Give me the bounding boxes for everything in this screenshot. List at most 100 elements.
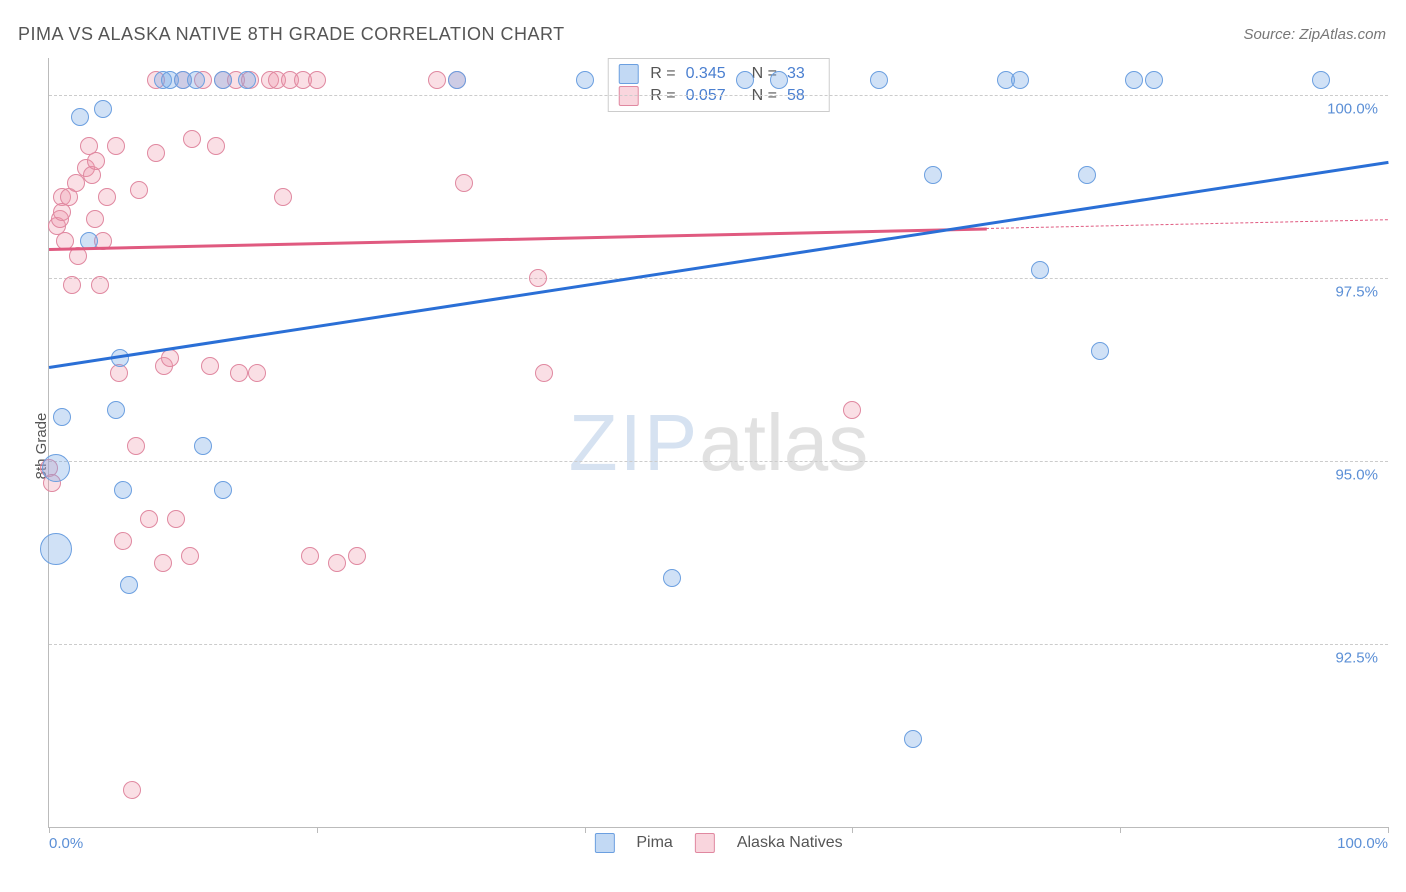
pima-trendline	[49, 161, 1388, 369]
pima-point	[1145, 71, 1163, 89]
alaska-point	[207, 137, 225, 155]
pima-point	[736, 71, 754, 89]
alaska-point	[301, 547, 319, 565]
alaska-point	[230, 364, 248, 382]
pima-point	[1011, 71, 1029, 89]
y-tick-label: 100.0%	[1327, 100, 1378, 117]
pima-point	[53, 408, 71, 426]
legend-alaska-swatch-icon	[695, 833, 715, 853]
alaska-point	[63, 276, 81, 294]
legend: Pima Alaska Natives	[594, 833, 842, 853]
alaska-r-value: 0.057	[686, 87, 726, 105]
alaska-point	[183, 130, 201, 148]
y-tick-label: 95.0%	[1335, 466, 1378, 483]
alaska-point	[167, 510, 185, 528]
y-tick-label: 92.5%	[1335, 649, 1378, 666]
alaska-point	[86, 210, 104, 228]
legend-alaska-label: Alaska Natives	[737, 834, 843, 852]
alaska-point	[98, 188, 116, 206]
watermark-zip: ZIP	[569, 398, 699, 487]
alaska-point	[140, 510, 158, 528]
alaska-point	[328, 554, 346, 572]
pima-point	[924, 166, 942, 184]
r-label: R =	[650, 65, 675, 83]
pima-point	[576, 71, 594, 89]
alaska-n-value: 58	[787, 87, 805, 105]
alaska-point	[428, 71, 446, 89]
alaska-point	[529, 269, 547, 287]
alaska-point	[455, 174, 473, 192]
x-tick	[1120, 827, 1121, 833]
alaska-point	[114, 532, 132, 550]
pima-n-value: 33	[787, 65, 805, 83]
pima-point	[870, 71, 888, 89]
x-tick	[317, 827, 318, 833]
pima-point	[107, 401, 125, 419]
alaska-trendline-extrapolated	[986, 219, 1388, 229]
alaska-point	[161, 349, 179, 367]
alaska-point	[181, 547, 199, 565]
pima-point	[448, 71, 466, 89]
x-tick-label: 0.0%	[49, 835, 83, 852]
pima-point	[214, 481, 232, 499]
stat-row-pima: R = 0.345 N = 33	[618, 63, 819, 85]
pima-point	[1031, 261, 1049, 279]
alaska-point	[201, 357, 219, 375]
alaska-point	[535, 364, 553, 382]
alaska-swatch-icon	[618, 86, 638, 106]
pima-point	[42, 454, 70, 482]
chart-title: PIMA VS ALASKA NATIVE 8TH GRADE CORRELAT…	[18, 24, 565, 45]
pima-point	[904, 730, 922, 748]
gridline	[49, 644, 1388, 645]
pima-point	[238, 71, 256, 89]
x-tick	[852, 827, 853, 833]
alaska-point	[91, 276, 109, 294]
alaska-point	[130, 181, 148, 199]
watermark: ZIPatlas	[569, 397, 868, 489]
alaska-point	[123, 781, 141, 799]
gridline	[49, 95, 1388, 96]
pima-point	[663, 569, 681, 587]
alaska-point	[248, 364, 266, 382]
legend-pima-swatch-icon	[594, 833, 614, 853]
alaska-trendline	[49, 228, 986, 251]
pima-point	[94, 100, 112, 118]
pima-point	[114, 481, 132, 499]
pima-point	[1125, 71, 1143, 89]
alaska-point	[147, 144, 165, 162]
alaska-point	[348, 547, 366, 565]
x-tick-label: 100.0%	[1337, 835, 1388, 852]
pima-point	[187, 71, 205, 89]
correlation-stats-box: R = 0.345 N = 33 R = 0.057 N = 58	[607, 58, 830, 112]
y-tick-label: 97.5%	[1335, 283, 1378, 300]
pima-point	[1312, 71, 1330, 89]
alaska-point	[87, 152, 105, 170]
pima-r-value: 0.345	[686, 65, 726, 83]
alaska-point	[843, 401, 861, 419]
pima-point	[71, 108, 89, 126]
alaska-point	[127, 437, 145, 455]
pima-point	[120, 576, 138, 594]
pima-point	[194, 437, 212, 455]
pima-point	[770, 71, 788, 89]
pima-point	[40, 533, 72, 565]
alaska-point	[154, 554, 172, 572]
source-label: Source: ZipAtlas.com	[1243, 26, 1386, 43]
x-tick	[585, 827, 586, 833]
gridline	[49, 461, 1388, 462]
pima-point	[1078, 166, 1096, 184]
r-label: R =	[650, 87, 675, 105]
pima-point	[214, 71, 232, 89]
x-tick	[1388, 827, 1389, 833]
alaska-point	[308, 71, 326, 89]
pima-swatch-icon	[618, 64, 638, 84]
alaska-point	[107, 137, 125, 155]
alaska-point	[274, 188, 292, 206]
scatter-plot: ZIPatlas R = 0.345 N = 33 R = 0.057 N = …	[48, 58, 1388, 828]
n-label: N =	[752, 87, 777, 105]
gridline	[49, 278, 1388, 279]
pima-point	[1091, 342, 1109, 360]
legend-pima-label: Pima	[636, 834, 672, 852]
stat-row-alaska: R = 0.057 N = 58	[618, 85, 819, 107]
x-tick	[49, 827, 50, 833]
